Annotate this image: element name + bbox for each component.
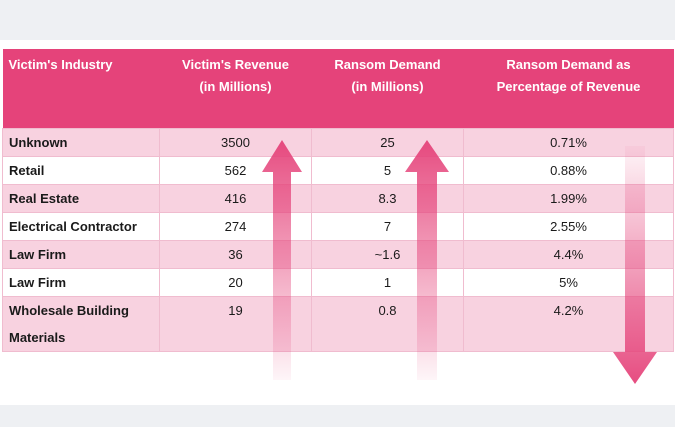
cell-demand: 7	[311, 211, 464, 241]
ransom-table: Victim's Industry Victim's Revenue (in Mi…	[2, 49, 674, 352]
table-header-row: Victim's Industry Victim's Revenue (in Mi…	[2, 49, 674, 128]
header-ransom-demand: Ransom Demand (in Millions)	[311, 49, 464, 128]
cell-percentage: 0.71%	[463, 127, 674, 157]
table-row: Law Firm 20 1 5%	[2, 267, 674, 297]
cell-industry: Real Estate	[2, 183, 160, 213]
cell-demand: 0.8	[311, 295, 464, 352]
table-row: Law Firm 36 ~1.6 4.4%	[2, 239, 674, 269]
table-row: Electrical Contractor 274 7 2.55%	[2, 211, 674, 241]
cell-industry: Wholesale Building Materials	[2, 295, 160, 352]
cell-industry: Electrical Contractor	[2, 211, 160, 241]
table-row: Unknown 3500 25 0.71%	[2, 127, 674, 157]
cell-industry: Retail	[2, 155, 160, 185]
percentage-down-arrow-icon	[613, 146, 657, 384]
cell-demand: 25	[311, 127, 464, 157]
header-revenue: Victim's Revenue (in Millions)	[159, 49, 312, 128]
cell-demand: ~1.6	[311, 239, 464, 269]
cell-demand: 1	[311, 267, 464, 297]
revenue-up-arrow-icon	[262, 140, 302, 380]
table-row: Real Estate 416 8.3 1.99%	[2, 183, 674, 213]
header-industry: Victim's Industry	[2, 49, 160, 128]
cell-demand: 8.3	[311, 183, 464, 213]
table-row: Retail 562 5 0.88%	[2, 155, 674, 185]
cell-industry: Law Firm	[2, 267, 160, 297]
cell-industry: Unknown	[2, 127, 160, 157]
demand-up-arrow-icon	[405, 140, 449, 380]
table-row: Wholesale Building Materials 19 0.8 4.2%	[2, 295, 674, 352]
header-percentage: Ransom Demand as Percentage of Revenue	[463, 49, 674, 128]
cell-industry: Law Firm	[2, 239, 160, 269]
